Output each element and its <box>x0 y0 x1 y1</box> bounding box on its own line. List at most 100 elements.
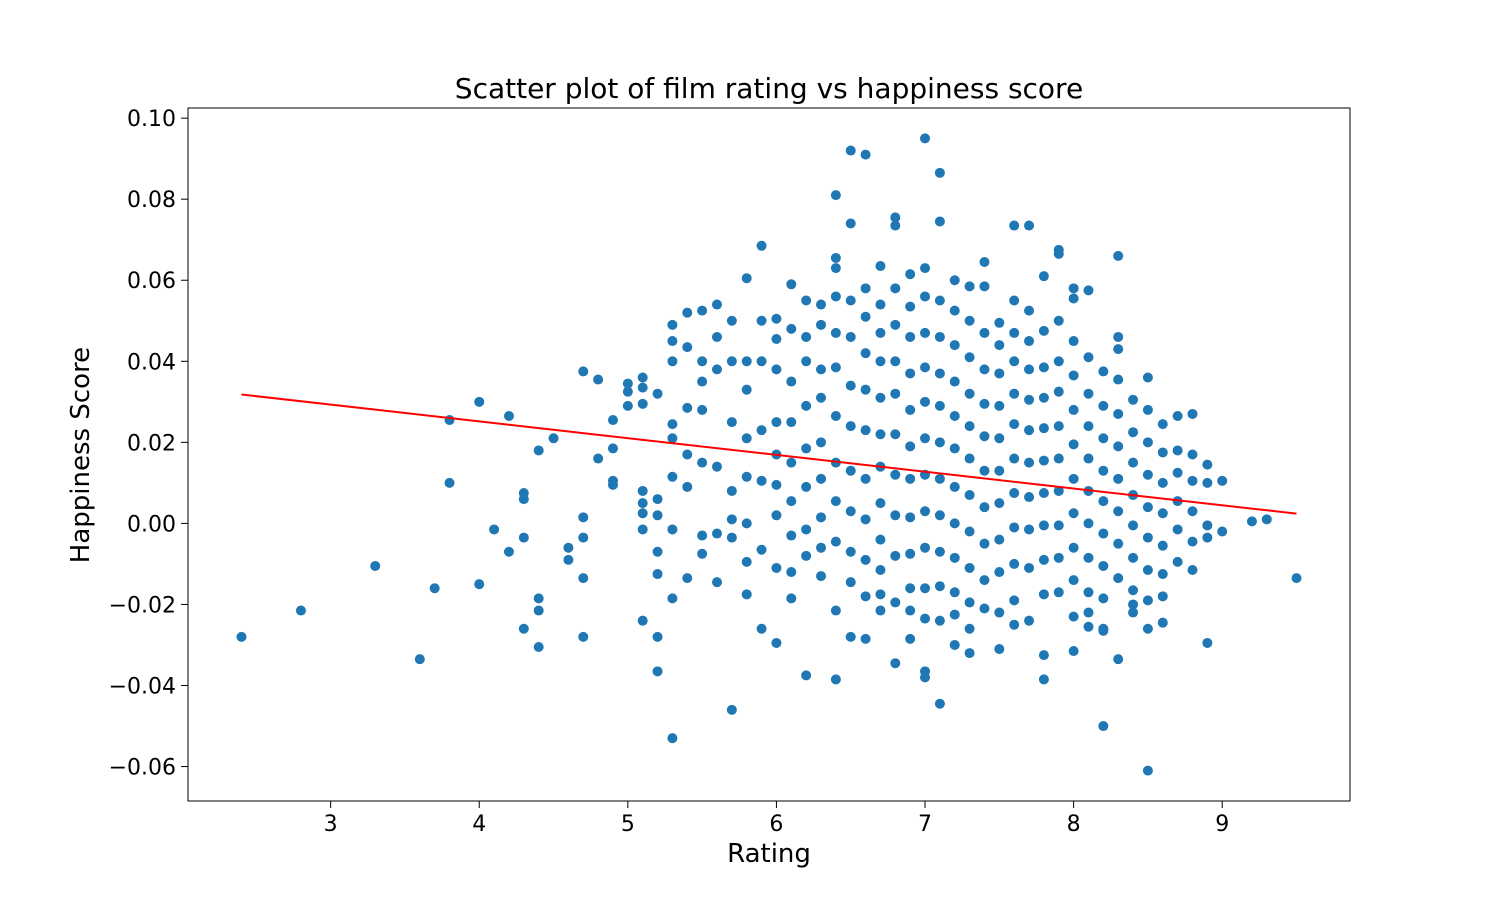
data-point <box>979 431 990 442</box>
data-point <box>1053 315 1064 326</box>
data-point <box>1128 457 1139 468</box>
data-point <box>1024 492 1035 503</box>
data-point <box>890 469 901 480</box>
data-point <box>875 498 886 509</box>
data-point <box>726 315 737 326</box>
data-point <box>1202 532 1213 543</box>
data-point <box>890 658 901 669</box>
data-point <box>1113 344 1124 355</box>
data-point <box>607 415 618 426</box>
data-point <box>414 654 425 665</box>
data-point <box>949 305 960 316</box>
data-point <box>816 542 827 553</box>
data-point <box>711 331 722 342</box>
y-axis: −0.06 −0.04 −0.02 0.00 0.02 0.04 0.06 0.08 0.10 <box>109 107 188 781</box>
data-point <box>1157 591 1168 602</box>
y-tick-label: 0.08 <box>127 188 176 213</box>
data-point <box>875 392 886 403</box>
data-point <box>771 479 782 490</box>
data-point <box>905 301 916 312</box>
data-point <box>1009 327 1020 338</box>
data-point <box>860 311 871 322</box>
data-point <box>786 496 797 507</box>
data-point <box>949 376 960 387</box>
data-point <box>1068 542 1079 553</box>
data-point <box>934 473 945 484</box>
data-point <box>771 562 782 573</box>
data-point <box>1098 465 1109 476</box>
data-point <box>830 536 841 547</box>
data-point <box>801 356 812 367</box>
data-point <box>994 368 1005 379</box>
data-point <box>1098 400 1109 411</box>
data-point <box>607 443 618 454</box>
data-point <box>816 512 827 523</box>
data-point <box>682 402 693 413</box>
data-point <box>875 565 886 575</box>
data-point <box>1038 488 1049 498</box>
data-point <box>905 269 916 280</box>
data-point <box>875 299 886 310</box>
data-point <box>890 356 901 367</box>
data-point <box>682 342 693 353</box>
data-point <box>786 457 797 468</box>
data-point <box>1024 524 1035 535</box>
data-point <box>860 554 871 565</box>
data-point <box>994 644 1005 655</box>
data-point <box>920 263 931 274</box>
data-point <box>1202 520 1213 531</box>
data-point <box>1038 520 1049 531</box>
data-point <box>994 400 1005 411</box>
data-point <box>1053 421 1064 432</box>
data-point <box>667 593 678 604</box>
data-point <box>860 514 871 525</box>
data-point <box>1172 524 1183 535</box>
data-point <box>1128 552 1139 563</box>
data-point <box>1142 765 1153 776</box>
data-point <box>1202 477 1213 488</box>
chart-title: Scatter plot of film rating vs happiness… <box>455 72 1083 105</box>
data-point <box>964 352 975 363</box>
data-point <box>741 518 752 529</box>
data-point <box>934 400 945 411</box>
data-point <box>726 417 737 428</box>
data-point <box>741 384 752 395</box>
data-point <box>697 305 708 316</box>
data-point <box>816 299 827 310</box>
data-point <box>934 437 945 448</box>
data-point <box>934 546 945 557</box>
data-point <box>1083 621 1094 632</box>
data-point <box>1098 721 1109 732</box>
data-point <box>830 252 841 263</box>
data-point <box>801 524 812 535</box>
y-tick-label: 0.04 <box>127 350 176 375</box>
data-point <box>593 453 604 464</box>
data-point <box>860 425 871 436</box>
data-point <box>890 597 901 608</box>
data-point <box>964 648 975 659</box>
data-point <box>875 356 886 367</box>
data-point <box>756 315 767 326</box>
data-point <box>979 502 990 513</box>
data-point <box>503 546 514 557</box>
data-point <box>503 411 514 421</box>
data-point <box>1009 388 1020 399</box>
data-point <box>1083 607 1094 618</box>
data-point <box>1009 453 1020 464</box>
data-point <box>1113 506 1124 517</box>
data-point <box>845 506 856 517</box>
data-point <box>295 605 306 616</box>
data-point <box>1291 573 1302 584</box>
data-point <box>1024 220 1035 231</box>
data-point <box>845 421 856 432</box>
data-point <box>444 415 455 426</box>
data-point <box>1246 516 1257 527</box>
data-point <box>1024 562 1035 573</box>
data-point <box>1038 554 1049 565</box>
data-point <box>1142 437 1153 448</box>
data-point <box>801 443 812 454</box>
data-point <box>741 589 752 600</box>
data-point <box>1098 433 1109 444</box>
data-point <box>637 508 648 519</box>
